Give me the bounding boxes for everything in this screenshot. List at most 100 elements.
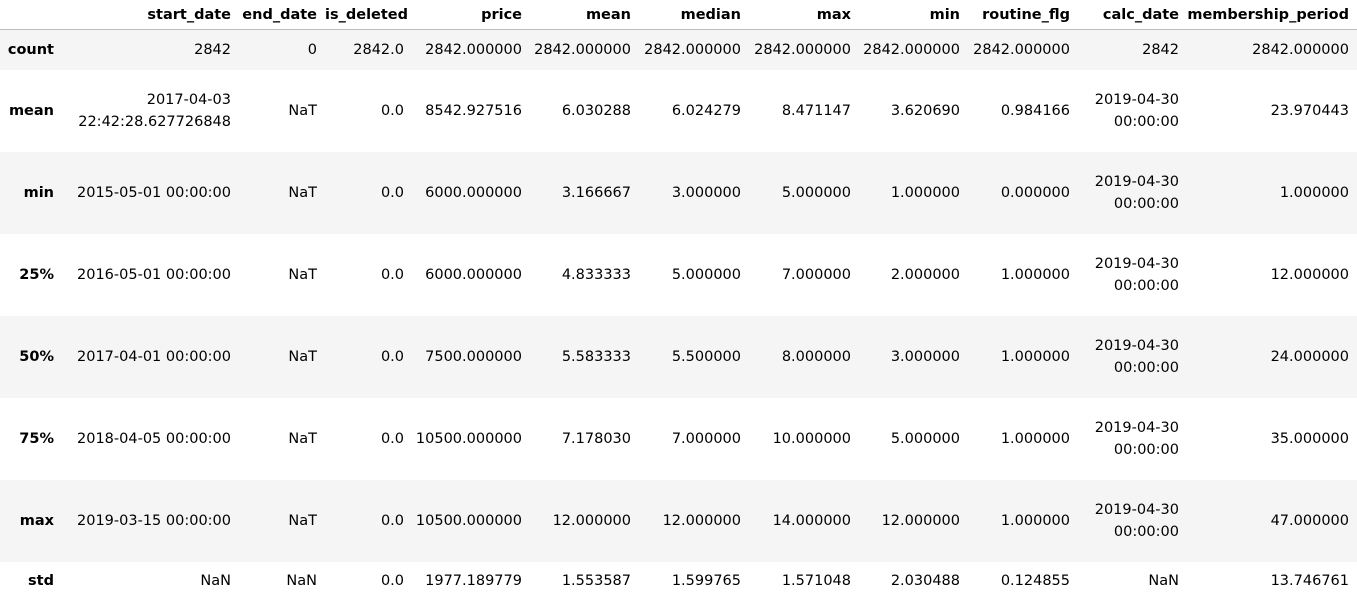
table-cell: 2842.000000 — [425, 41, 522, 58]
table-cell: NaT — [288, 102, 317, 119]
table-cell: 2.030488 — [890, 573, 960, 589]
row-label-min: min — [23, 184, 54, 201]
table-cell: 2.000000 — [890, 266, 960, 283]
table-row-25pct: 25% 2016-05-01 00:00:00 NaT 0.0 6000.000… — [0, 233, 1357, 316]
table-cell: 8542.927516 — [425, 102, 522, 119]
row-label-25pct: 25% — [19, 266, 54, 283]
table-cell: 23.970443 — [1270, 102, 1349, 119]
table-cell: 5.000000 — [781, 184, 851, 201]
column-header-max: max — [749, 0, 859, 30]
table-cell: NaN — [200, 573, 231, 589]
table-cell: 10.000000 — [772, 430, 851, 447]
table-cell: 1.000000 — [890, 184, 960, 201]
table-row-std: std NaN NaN 0.0 1977.189779 1.553587 1.5… — [0, 561, 1357, 601]
table-cell: 12.000000 — [1270, 266, 1349, 283]
table-cell: 0.0 — [380, 430, 404, 447]
column-header-end-date: end_date — [239, 0, 325, 30]
table-cell: NaT — [288, 184, 317, 201]
table-cell: 1.571048 — [781, 573, 851, 589]
table-cell: 1.000000 — [1000, 266, 1070, 283]
table-cell: 2016-05-01 00:00:00 — [77, 266, 231, 283]
table-cell: 1.000000 — [1000, 512, 1070, 529]
table-cell: 6000.000000 — [425, 266, 522, 283]
table-cell: 47.000000 — [1270, 512, 1349, 529]
table-cell: NaT — [288, 348, 317, 365]
table-row-max: max 2019-03-15 00:00:00 NaT 0.0 10500.00… — [0, 479, 1357, 562]
table-cell: 2842.000000 — [973, 41, 1070, 58]
table-cell: 1.000000 — [1279, 184, 1349, 201]
table-cell: 5.000000 — [890, 430, 960, 447]
table-row-75pct: 75% 2018-04-05 00:00:00 NaT 0.0 10500.00… — [0, 397, 1357, 480]
column-header-membership-period: membership_period — [1187, 0, 1357, 30]
table-cell: 0 — [307, 41, 317, 58]
table-cell: 2842.000000 — [863, 41, 960, 58]
table-cell: 2842.000000 — [534, 41, 631, 58]
table-cell: 0.124855 — [1000, 573, 1070, 589]
table-cell: 2017-04-01 00:00:00 — [77, 348, 231, 365]
table-cell: 5.500000 — [671, 348, 741, 365]
table-cell: 3.620690 — [890, 102, 960, 119]
table-cell: 2015-05-01 00:00:00 — [77, 184, 231, 201]
table-cell: 2842.0 — [353, 41, 404, 58]
table-cell: 8.000000 — [781, 348, 851, 365]
table-cell: 1.000000 — [1000, 430, 1070, 447]
table-cell: 0.0 — [380, 184, 404, 201]
table-cell: 2842.000000 — [754, 41, 851, 58]
table-cell: 1977.189779 — [425, 573, 522, 589]
table-cell: 10500.000000 — [415, 512, 522, 529]
table-row-mean: mean 2017-04-03 22:42:28.627726848 NaT 0… — [0, 69, 1357, 152]
table-cell: 2842.000000 — [644, 41, 741, 58]
table-cell: 8.471147 — [781, 102, 851, 119]
table-cell: 0.0 — [380, 512, 404, 529]
row-label-std: std — [28, 573, 54, 589]
table-cell: NaT — [288, 266, 317, 283]
table-cell: 1.599765 — [671, 573, 741, 589]
table-cell: 1.000000 — [1000, 348, 1070, 365]
table-cell: 12.000000 — [662, 512, 741, 529]
table-cell: NaN — [1148, 573, 1179, 589]
table-cell: 4.833333 — [561, 266, 631, 283]
table-row-50pct: 50% 2017-04-01 00:00:00 NaT 0.0 7500.000… — [0, 315, 1357, 398]
table-row-count: count 2842 0 2842.0 2842.000000 2842.000… — [0, 29, 1357, 70]
header-row: start_date end_date is_deleted price mea… — [0, 0, 1357, 30]
table-cell: 7500.000000 — [425, 348, 522, 365]
column-header-median: median — [639, 0, 749, 30]
table-cell: NaN — [286, 573, 317, 589]
row-label-50pct: 50% — [19, 348, 54, 365]
table-cell: 2019-04-30 00:00:00 — [1094, 173, 1179, 212]
table-row-min: min 2015-05-01 00:00:00 NaT 0.0 6000.000… — [0, 151, 1357, 234]
table-cell: 7.178030 — [561, 430, 631, 447]
table-cell: 5.583333 — [561, 348, 631, 365]
table-cell: 3.000000 — [890, 348, 960, 365]
table-cell: 2019-04-30 00:00:00 — [1094, 91, 1179, 130]
table-cell: 7.000000 — [671, 430, 741, 447]
table-cell: 6.024279 — [671, 102, 741, 119]
table-cell: NaT — [288, 430, 317, 447]
table-cell: 0.000000 — [1000, 184, 1070, 201]
table-cell: 2018-04-05 00:00:00 — [77, 430, 231, 447]
table-cell: 24.000000 — [1270, 348, 1349, 365]
table-cell: 7.000000 — [781, 266, 851, 283]
table-cell: 10500.000000 — [415, 430, 522, 447]
column-header-price: price — [412, 0, 530, 30]
column-header-calc-date: calc_date — [1078, 0, 1187, 30]
table-cell: 0.0 — [380, 348, 404, 365]
table-cell: 2019-04-30 00:00:00 — [1094, 255, 1179, 294]
table-cell: 13.746761 — [1270, 573, 1349, 589]
column-header-min: min — [859, 0, 968, 30]
table-cell: 1.553587 — [561, 573, 631, 589]
table-cell: 5.000000 — [671, 266, 741, 283]
table-cell: 3.166667 — [561, 184, 631, 201]
column-header-start-date: start_date — [62, 0, 239, 30]
table-cell: 12.000000 — [881, 512, 960, 529]
table-cell: 3.000000 — [671, 184, 741, 201]
table-cell: 2842.000000 — [1252, 41, 1349, 58]
index-header — [0, 0, 62, 30]
table-cell: 0.984166 — [1000, 102, 1070, 119]
table-cell: 0.0 — [380, 102, 404, 119]
row-label-count: count — [7, 41, 54, 58]
column-header-routine-flg: routine_flg — [968, 0, 1078, 30]
table-cell: 0.0 — [380, 266, 404, 283]
table-cell: NaT — [288, 512, 317, 529]
